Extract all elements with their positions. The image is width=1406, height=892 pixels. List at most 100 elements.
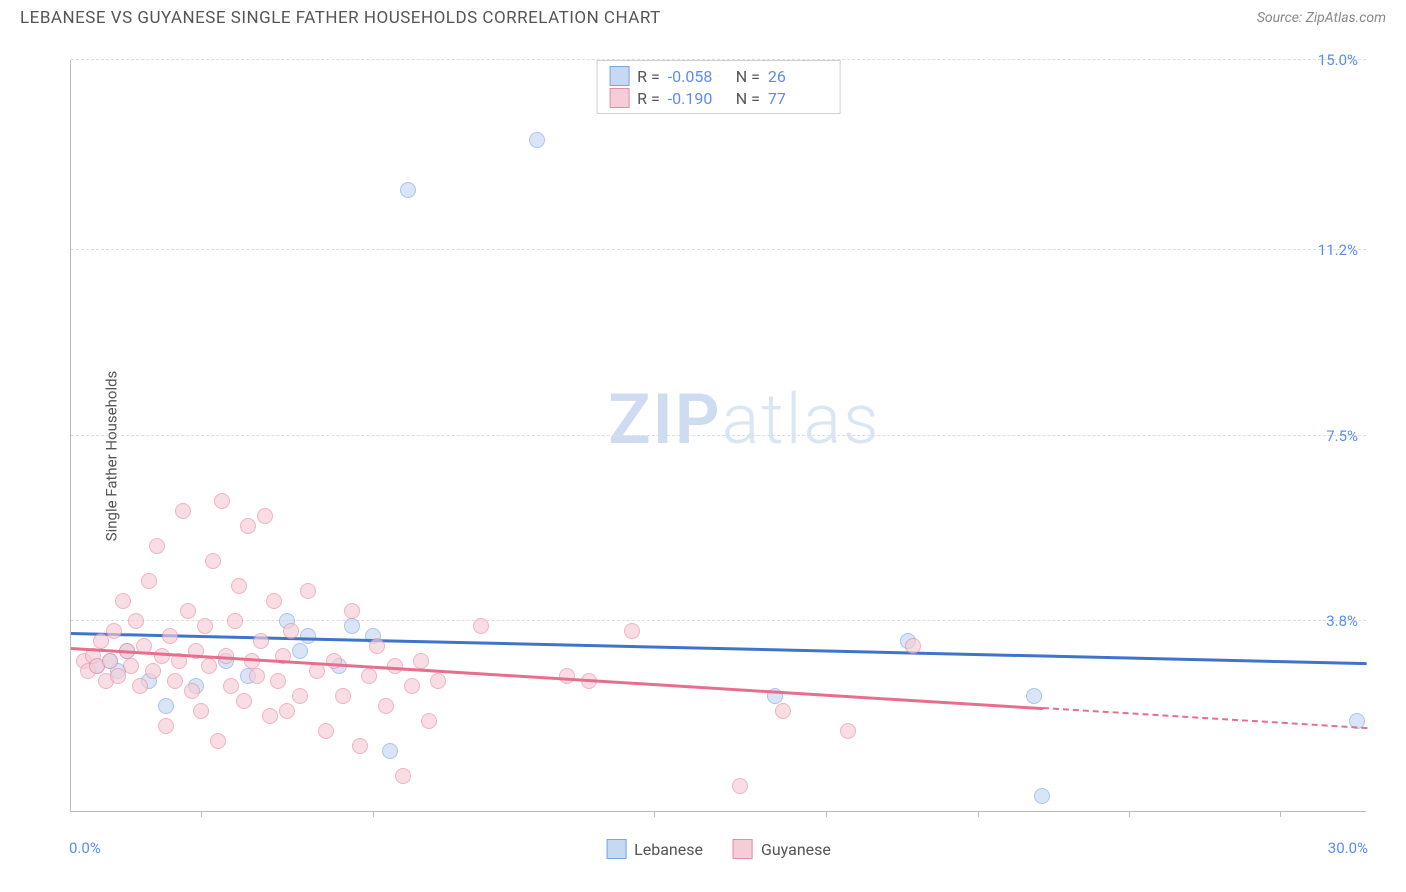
data-point [158, 698, 174, 714]
x-tick [1129, 811, 1130, 817]
r-value: -0.058 [668, 67, 728, 86]
legend-swatch [733, 839, 753, 859]
data-point [184, 683, 200, 699]
data-point [840, 723, 856, 739]
n-label: N = [736, 67, 760, 86]
x-tick [201, 811, 202, 817]
data-point [262, 708, 278, 724]
data-point [421, 713, 437, 729]
data-point [309, 663, 325, 679]
data-point [279, 703, 295, 719]
stats-legend-row: R = -0.058 N = 26 [609, 65, 828, 87]
watermark: ZIPatlas [608, 379, 880, 461]
series-legend-item: Lebanese [606, 839, 703, 859]
data-point [201, 658, 217, 674]
data-point [326, 653, 342, 669]
y-tick-label: 7.5% [1326, 427, 1358, 445]
data-point [369, 638, 385, 654]
data-point [240, 518, 256, 534]
data-point [270, 673, 286, 689]
gridline [71, 249, 1366, 250]
legend-swatch [606, 839, 626, 859]
watermark-bold: ZIP [608, 379, 721, 461]
data-point [1034, 788, 1050, 804]
data-point [266, 593, 282, 609]
x-tick [373, 811, 374, 817]
data-point [193, 703, 209, 719]
data-point [175, 503, 191, 519]
data-point [905, 638, 921, 654]
data-point [141, 573, 157, 589]
stats-legend-row: R =-0.190N =77 [609, 87, 828, 109]
data-point [400, 182, 416, 198]
chart-header: LEBANESE VS GUYANESE SINGLE FATHER HOUSE… [0, 0, 1406, 32]
data-point [210, 733, 226, 749]
data-point [249, 668, 265, 684]
data-point [145, 663, 161, 679]
data-point [223, 678, 239, 694]
data-point [283, 623, 299, 639]
data-point [624, 623, 640, 639]
data-point [292, 643, 308, 659]
y-tick-label: 15.0% [1318, 51, 1358, 69]
data-point [382, 743, 398, 759]
data-point [775, 703, 791, 719]
data-point [1026, 688, 1042, 704]
data-point [253, 633, 269, 649]
data-point [732, 778, 748, 794]
x-min-label: 0.0% [69, 839, 101, 857]
data-point [102, 653, 118, 669]
series-legend: Lebanese Guyanese [606, 839, 831, 859]
trend-line-extrapolated [1043, 707, 1367, 729]
data-point [473, 618, 489, 634]
chart-container: Single Father Households ZIPatlas 3.8%7.… [20, 40, 1386, 872]
data-point [132, 678, 148, 694]
r-value: -0.190 [668, 89, 728, 108]
data-point [128, 613, 144, 629]
data-point [361, 668, 377, 684]
data-point [149, 538, 165, 554]
data-point [344, 603, 360, 619]
scatter-plot: ZIPatlas 3.8%7.5%11.2%15.0%0.0%30.0%R =-… [70, 60, 1366, 812]
y-tick-label: 11.2% [1318, 241, 1358, 259]
data-point [197, 618, 213, 634]
watermark-light: atlas [722, 379, 881, 461]
data-point [300, 583, 316, 599]
data-point [529, 132, 545, 148]
data-point [115, 593, 131, 609]
data-point [413, 653, 429, 669]
data-point [162, 628, 178, 644]
legend-swatch [609, 88, 629, 108]
n-value: 77 [768, 89, 828, 108]
data-point [180, 603, 196, 619]
data-point [300, 628, 316, 644]
data-point [292, 688, 308, 704]
data-point [404, 678, 420, 694]
n-label: N = [736, 89, 760, 108]
data-point [167, 673, 183, 689]
data-point [344, 618, 360, 634]
n-value: 26 [768, 67, 828, 86]
gridline [71, 620, 1366, 621]
data-point [214, 493, 230, 509]
data-point [318, 723, 334, 739]
data-point [559, 668, 575, 684]
data-point [257, 508, 273, 524]
data-point [154, 648, 170, 664]
data-point [106, 623, 122, 639]
x-max-label: 30.0% [1328, 839, 1368, 857]
data-point [231, 578, 247, 594]
y-tick-label: 3.8% [1326, 612, 1358, 630]
legend-label: Guyanese [761, 840, 831, 859]
x-tick [826, 811, 827, 817]
series-legend-item: Guyanese [733, 839, 831, 859]
data-point [395, 768, 411, 784]
legend-label: Lebanese [634, 840, 703, 859]
data-point [430, 673, 446, 689]
data-point [205, 553, 221, 569]
data-point [352, 738, 368, 754]
data-point [123, 658, 139, 674]
data-point [227, 613, 243, 629]
r-label: R = [637, 67, 660, 86]
gridline [71, 435, 1366, 436]
